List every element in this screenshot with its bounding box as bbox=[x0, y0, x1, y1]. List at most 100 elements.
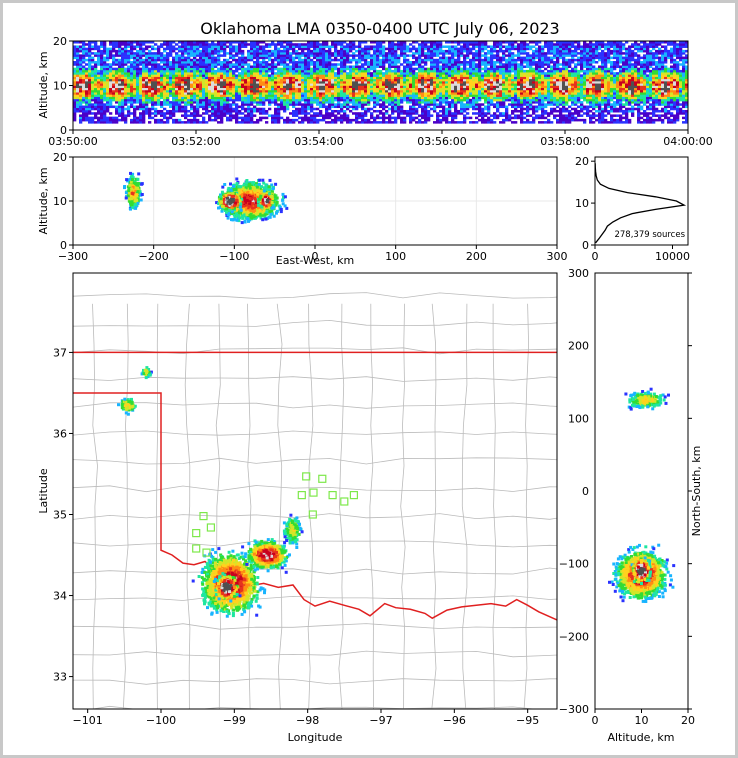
county-boundary bbox=[73, 376, 557, 382]
county-boundary bbox=[90, 705, 538, 709]
lma-station-marker bbox=[199, 511, 208, 521]
hist-ytick-label: 20 bbox=[575, 155, 589, 168]
ew-xtick-label: −300 bbox=[58, 250, 88, 263]
ew-altitude-xlabel: East-West, km bbox=[276, 254, 354, 267]
lma-station-marker bbox=[202, 548, 211, 557]
ew-heatmap bbox=[123, 171, 289, 225]
lma-station-marker bbox=[302, 472, 311, 481]
ew-ytick-label: 0 bbox=[60, 239, 67, 252]
lma-station-marker bbox=[192, 528, 201, 538]
county-boundary bbox=[73, 650, 557, 658]
lma-station-marker bbox=[206, 523, 215, 532]
county-boundary bbox=[184, 303, 191, 709]
ns-ytick-label: 0 bbox=[582, 485, 589, 498]
th-ytick-label: 0 bbox=[60, 124, 67, 137]
hist-axes-frame bbox=[594, 156, 689, 246]
ew-ytick-label: 20 bbox=[53, 151, 67, 164]
altitude-ns-xlabel: Altitude, km bbox=[607, 731, 674, 744]
hist-xtick-label: 0 bbox=[592, 250, 599, 263]
figure-title: Oklahoma LMA 0350-0400 UTC July 06, 2023 bbox=[200, 19, 559, 38]
map-ytick-label: 33 bbox=[53, 671, 67, 684]
ns-ytick-label: 100 bbox=[568, 412, 589, 425]
time-height-panel: 0 10 20 03:50:00 03:52:00 03:54:00 03:56:00 03:… bbox=[48, 35, 712, 148]
ew-xtick-label: 0 bbox=[312, 250, 319, 263]
county-boundary bbox=[92, 303, 98, 709]
county-boundary bbox=[73, 540, 557, 548]
th-ytick-label: 10 bbox=[53, 80, 67, 93]
ns-ytick-label: 200 bbox=[568, 340, 589, 353]
map-xtick-label: −97 bbox=[369, 714, 392, 727]
ew-xtick-label: 300 bbox=[547, 250, 568, 263]
lma-station-marker bbox=[309, 488, 318, 497]
ew-xtick-label: −100 bbox=[219, 250, 249, 263]
lma-station-marker bbox=[349, 491, 358, 500]
map-xtick-label: −99 bbox=[223, 714, 246, 727]
hist-line-group bbox=[595, 163, 687, 244]
hist-ytick-label: 0 bbox=[582, 239, 589, 252]
state-border-south bbox=[73, 392, 557, 621]
altitude-histogram-panel: 0 10 20 0 10000 bbox=[575, 155, 690, 263]
th-xtick-label: 03:54:00 bbox=[294, 135, 343, 148]
source-count-label: 278,379 sources bbox=[614, 230, 685, 240]
ew-xtick-label: 100 bbox=[385, 250, 406, 263]
th-xtick-label: 04:00:00 bbox=[663, 135, 712, 148]
hist-xtick-label: 10000 bbox=[655, 250, 690, 263]
hist-plot-bg bbox=[595, 157, 688, 245]
county-boundary bbox=[73, 623, 557, 630]
ew-altitude-ylabel: Altitude, km bbox=[37, 167, 50, 234]
plan-view-map-panel: 33 34 35 36 37 −101 −100 −99 −98 −97 −96 −95 bbox=[53, 272, 558, 727]
plan-view-xlabel: Longitude bbox=[288, 731, 343, 744]
map-plot-bg bbox=[73, 273, 557, 709]
county-boundary bbox=[73, 402, 557, 409]
ew-ytick-label: 10 bbox=[53, 195, 67, 208]
county-boundary bbox=[73, 319, 557, 327]
map-ytick-label: 36 bbox=[53, 427, 67, 440]
lma-station-marker bbox=[308, 510, 317, 519]
lma-station-marker bbox=[297, 491, 306, 500]
county-boundary bbox=[523, 303, 530, 709]
ns-heatmap bbox=[608, 387, 676, 603]
map-ytick-label: 37 bbox=[53, 346, 67, 359]
county-boundary bbox=[73, 430, 557, 436]
county-boundary bbox=[73, 513, 557, 520]
lma-station-marker bbox=[328, 491, 337, 500]
county-boundary bbox=[461, 303, 468, 709]
plan-view-ylabel: Latitude bbox=[37, 468, 50, 514]
ns-ytick-label: −300 bbox=[559, 703, 589, 716]
ns-plot-bg bbox=[595, 273, 688, 709]
th-heatmap bbox=[73, 41, 688, 124]
county-boundary bbox=[73, 292, 557, 299]
county-boundary bbox=[155, 303, 159, 709]
lma-station-marker bbox=[340, 497, 349, 506]
county-boundary bbox=[122, 303, 129, 709]
th-xtick-label: 03:50:00 bbox=[48, 135, 97, 148]
ns-ytick-label: −100 bbox=[559, 558, 589, 571]
county-boundary bbox=[73, 678, 557, 685]
county-boundary bbox=[369, 303, 374, 709]
map-xtick-label: −96 bbox=[443, 714, 466, 727]
th-xtick-label: 03:58:00 bbox=[540, 135, 589, 148]
county-boundary bbox=[73, 457, 557, 465]
th-xtick-label: 03:52:00 bbox=[171, 135, 220, 148]
map-ytick-label: 35 bbox=[53, 509, 67, 522]
ns-xtick-label: 20 bbox=[681, 714, 695, 727]
map-xtick-label: −101 bbox=[73, 714, 103, 727]
plan-view-heatmap bbox=[117, 366, 304, 618]
altitude-ns-panel: −300 −200 −100 0 100 200 300 0 10 20 bbox=[559, 267, 695, 727]
county-boundary bbox=[338, 303, 345, 709]
county-boundary bbox=[492, 303, 497, 709]
county-boundary bbox=[73, 567, 557, 575]
time-height-ylabel: Altitude, km bbox=[37, 51, 50, 118]
ns-xtick-label: 0 bbox=[592, 714, 599, 727]
ew-xtick-label: −200 bbox=[139, 250, 169, 263]
ns-ytick-label: −200 bbox=[559, 630, 589, 643]
map-xtick-label: −100 bbox=[146, 714, 176, 727]
county-boundary bbox=[276, 303, 283, 709]
map-xtick-label: −98 bbox=[296, 714, 319, 727]
county-lines bbox=[73, 292, 557, 709]
county-boundary bbox=[247, 303, 252, 709]
altitude-ns-ylabel: North-South, km bbox=[690, 446, 703, 537]
county-boundary bbox=[400, 303, 406, 709]
map-axes-frame bbox=[72, 272, 558, 710]
